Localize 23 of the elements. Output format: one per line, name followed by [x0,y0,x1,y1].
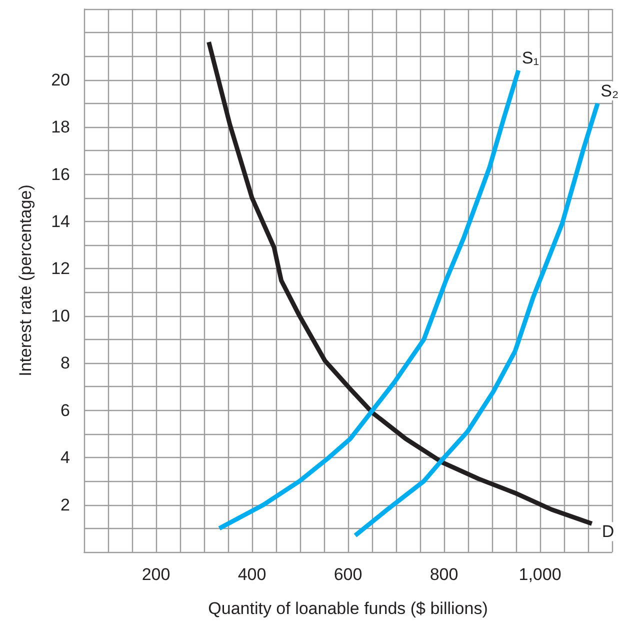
line-series [217,68,521,531]
x-tick-label: 1,000 [518,565,562,584]
y-tick-label: 14 [51,212,70,231]
x-axis-title: Quantity of loanable funds ($ billions) [208,599,488,618]
x-tick-label: 400 [238,565,266,584]
x-tick-label: 600 [334,565,362,584]
y-tick-label: 20 [51,70,70,90]
x-tick-label: 800 [430,565,458,584]
series-label: D [602,522,614,542]
x-tick-label: 200 [142,565,170,584]
y-tick-label: 4 [60,448,70,468]
line-series [206,40,594,526]
y-tick-label: 6 [60,400,70,420]
y-tick-label: 2 [60,495,70,514]
series-label: S₁ [522,48,540,68]
y-tick-label: 12 [51,259,70,278]
y-tick-label: 8 [60,354,70,373]
y-axis-title: Interest rate (percentage) [16,184,35,376]
series-label: S₂ [600,81,618,100]
y-tick-label: 18 [51,118,70,137]
line-series [352,101,600,538]
y-tick-label: 16 [51,164,70,184]
y-tick-label: 10 [51,306,70,326]
